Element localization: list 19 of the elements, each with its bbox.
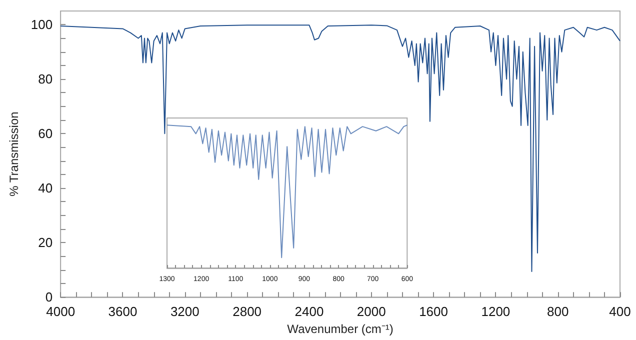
x-tick-label: 2800: [232, 304, 262, 320]
x-axis-title: Wavenumber (cm⁻¹): [287, 322, 394, 336]
x-tick-label: 3600: [108, 304, 138, 320]
x-tick-label: 800: [546, 304, 569, 320]
y-tick-label: 100: [30, 17, 53, 32]
x-tick-label: 2000: [356, 304, 386, 320]
x-tick-label: 1600: [419, 304, 448, 320]
y-tick-label: 80: [38, 72, 53, 87]
y-tick-label: 0: [45, 290, 53, 305]
x-tick-label: 2400: [294, 304, 324, 320]
x-tick-label: 4000: [46, 304, 76, 320]
y-tick-label: 40: [38, 180, 53, 196]
line-series: [60, 24, 620, 272]
y-tick-label: 60: [38, 126, 53, 142]
x-tick-label: 1200: [481, 304, 510, 320]
y-axis-title: % Transmission: [7, 112, 21, 196]
y-tick-label: 20: [38, 235, 53, 250]
x-tick-label: 400: [609, 304, 631, 320]
x-tick-label: 3200: [170, 304, 200, 320]
